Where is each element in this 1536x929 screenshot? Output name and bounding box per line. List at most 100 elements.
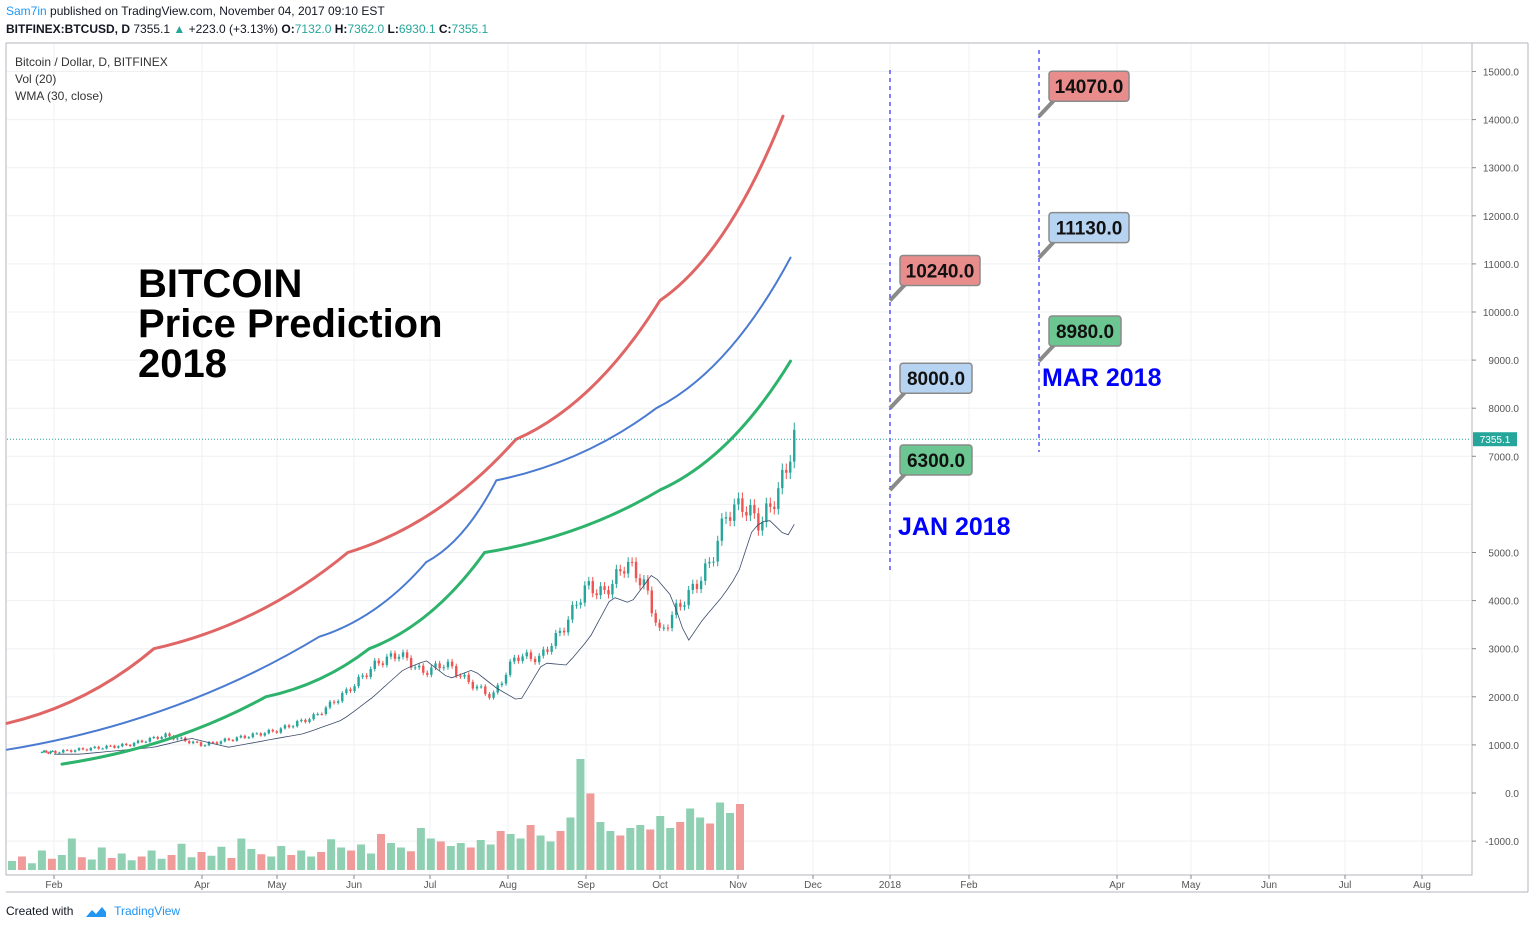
- candle-body: [430, 667, 433, 675]
- volume-bar: [446, 846, 455, 870]
- volume-bar: [546, 841, 555, 870]
- target-value: 10240.0: [906, 261, 975, 282]
- tradingview-link[interactable]: TradingView: [114, 904, 181, 918]
- candle-body: [607, 589, 610, 595]
- volume-bar: [486, 844, 495, 870]
- candle-body: [488, 693, 491, 698]
- candle-body: [51, 750, 54, 752]
- candle-body: [191, 741, 195, 744]
- volume-bar: [207, 855, 216, 870]
- candle-body: [716, 540, 719, 562]
- author-link[interactable]: Sam7in: [6, 4, 47, 18]
- candle-body: [85, 749, 89, 751]
- volume-bar: [616, 835, 625, 870]
- time-tick-label: Nov: [729, 880, 747, 891]
- volume-bar: [197, 852, 206, 870]
- volume-bar: [377, 834, 385, 870]
- volume-bar: [736, 804, 744, 870]
- candle-body: [562, 630, 566, 633]
- candle-body: [753, 504, 756, 514]
- volume-bar: [706, 823, 715, 870]
- candle-body: [724, 517, 728, 519]
- candle-body: [231, 740, 235, 742]
- candle-body: [66, 749, 69, 751]
- candle-body: [373, 660, 376, 669]
- plot-frame: [5, 42, 1473, 876]
- candle-body: [304, 719, 307, 723]
- price-tick-label: 14000.0: [1483, 116, 1520, 127]
- volume-bar: [606, 831, 615, 870]
- candle-body: [47, 752, 50, 754]
- target-value: 8000.0: [907, 369, 965, 390]
- candle-body: [349, 689, 352, 691]
- candle-body: [195, 741, 199, 743]
- candle-body: [683, 605, 686, 607]
- wma-line: [54, 520, 795, 755]
- target-value: 8980.0: [1056, 322, 1114, 343]
- candle-body: [757, 513, 760, 531]
- time-tick-label: Aug: [499, 880, 517, 891]
- candle-body: [599, 586, 602, 596]
- price-tick-label: 0.0: [1505, 789, 1519, 800]
- candle-body: [479, 686, 483, 688]
- volume-bar: [327, 839, 336, 870]
- candle-body: [132, 742, 136, 747]
- target-box: [899, 362, 973, 394]
- candle-body: [405, 652, 409, 658]
- candle-body: [144, 741, 148, 743]
- candle-body: [533, 658, 537, 663]
- candle-body: [409, 657, 413, 668]
- volume-bar: [386, 843, 395, 870]
- volume-bar: [726, 813, 735, 870]
- candle-body: [97, 746, 100, 749]
- high-label: H:: [334, 22, 348, 36]
- volume-bar: [117, 853, 126, 870]
- candle-body: [300, 719, 303, 722]
- volume-bar: [526, 825, 535, 870]
- candle-body: [235, 737, 239, 741]
- candle-body: [765, 503, 768, 522]
- candle-body: [275, 731, 278, 733]
- volume-bar: [307, 856, 316, 870]
- candle-body: [296, 721, 299, 727]
- candle-body: [455, 666, 458, 676]
- candle-body: [271, 729, 274, 732]
- volume-bar: [406, 851, 415, 870]
- candle-body: [324, 707, 328, 714]
- candle-body: [670, 614, 674, 629]
- candle-body: [579, 602, 582, 605]
- time-tick-label: Jun: [346, 880, 362, 891]
- candle-body: [385, 656, 389, 665]
- candle-body: [239, 735, 243, 738]
- volume-bar: [466, 847, 475, 870]
- candle-body: [121, 743, 124, 747]
- candle-body: [434, 663, 437, 668]
- price-tick-label: -1000.0: [1485, 837, 1519, 848]
- candle-body: [259, 733, 263, 736]
- candle-body: [93, 746, 96, 748]
- time-tick-label: Jul: [424, 880, 437, 891]
- candle-body: [187, 741, 191, 744]
- target-value: 6300.0: [907, 451, 965, 472]
- target-value: 14070.0: [1055, 77, 1124, 98]
- candle-body: [463, 674, 466, 677]
- candle-body: [741, 498, 744, 512]
- candle-body: [554, 633, 557, 646]
- price-tick-label: 3000.0: [1488, 645, 1519, 656]
- candle-body: [62, 749, 65, 753]
- target-box: [1048, 315, 1122, 347]
- price-tick-label: 9000.0: [1488, 356, 1519, 367]
- volume-bars: [8, 759, 744, 870]
- candle-body: [634, 561, 638, 579]
- volume-bar: [456, 843, 465, 870]
- volume-bar: [217, 846, 226, 870]
- candle-body: [316, 713, 319, 715]
- publish-text: published on TradingView.com, November 0…: [50, 4, 385, 18]
- candle-body: [164, 733, 167, 738]
- candle-body: [215, 742, 219, 744]
- tradingview-cloud-icon[interactable]: [85, 906, 107, 918]
- high-value: 7362.0: [347, 22, 385, 36]
- open-value: 7132.0: [294, 22, 332, 36]
- title-line: BITCOIN: [138, 262, 302, 306]
